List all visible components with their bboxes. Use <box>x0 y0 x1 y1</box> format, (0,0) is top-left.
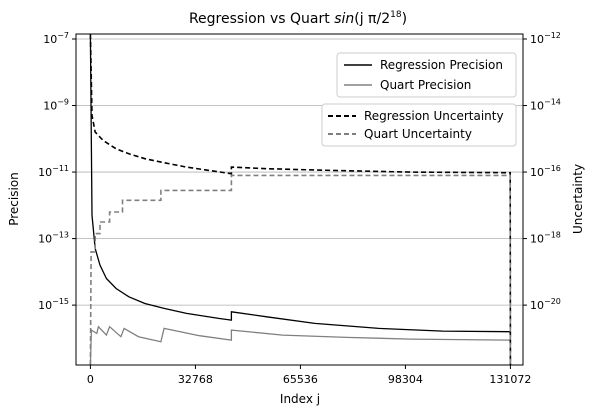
right-tick-label-3: 10−14 <box>530 98 561 113</box>
left-tick-label-0: 10−15 <box>38 297 69 312</box>
series-line-quart-precision <box>89 325 512 366</box>
x-tick-label-2: 65536 <box>283 373 318 386</box>
x-tick-label-3: 98304 <box>388 373 423 386</box>
legend-uncertainty-box <box>321 103 517 147</box>
x-tick-label-4: 131072 <box>489 373 531 386</box>
right-tick-label-2: 10−16 <box>530 164 561 179</box>
right-tick-label-0: 10−20 <box>530 297 561 312</box>
right-y-axis-label: Uncertainty <box>571 164 585 234</box>
legend-quart-uncertainty-label: Quart Uncertainty <box>364 127 472 141</box>
left-tick-label-4: 10−7 <box>43 31 69 46</box>
legend-precision: Regression Precision Quart Precision <box>336 52 517 98</box>
x-axis-label: Index j <box>280 392 320 406</box>
right-y-axis-ticks: 10−20 10−18 10−16 10−14 10−12 <box>523 31 561 312</box>
series-lines <box>89 33 512 366</box>
legend-quart-precision-label: Quart Precision <box>380 78 471 92</box>
right-tick-label-1: 10−18 <box>530 231 561 246</box>
series-line-regression-uncertainty <box>89 33 512 366</box>
left-tick-label-3: 10−9 <box>43 98 69 113</box>
x-tick-label-1: 32768 <box>178 373 213 386</box>
x-axis-ticks: 0 32768 65536 98304 131072 <box>87 365 531 386</box>
legend-regression-uncertainty-label: Regression Uncertainty <box>364 109 504 123</box>
chart-title: Regression vs Quart sin(j π/218) <box>189 10 407 27</box>
left-y-axis-ticks: 10−15 10−13 10−11 10−9 10−7 <box>38 31 76 312</box>
right-tick-label-4: 10−12 <box>530 31 561 46</box>
left-tick-label-1: 10−13 <box>38 231 69 246</box>
legend-regression-precision-label: Regression Precision <box>380 58 503 72</box>
series-line-regression-precision <box>89 35 512 366</box>
x-tick-label-0: 0 <box>87 373 94 386</box>
series-line-quart-uncertainty <box>89 174 512 366</box>
legend-uncertainty: Regression Uncertainty Quart Uncertainty <box>321 103 517 147</box>
left-tick-label-2: 10−11 <box>38 164 69 179</box>
legend-precision-box <box>336 52 517 98</box>
plot-frame <box>75 33 524 366</box>
left-y-axis-label: Precision <box>7 172 21 226</box>
